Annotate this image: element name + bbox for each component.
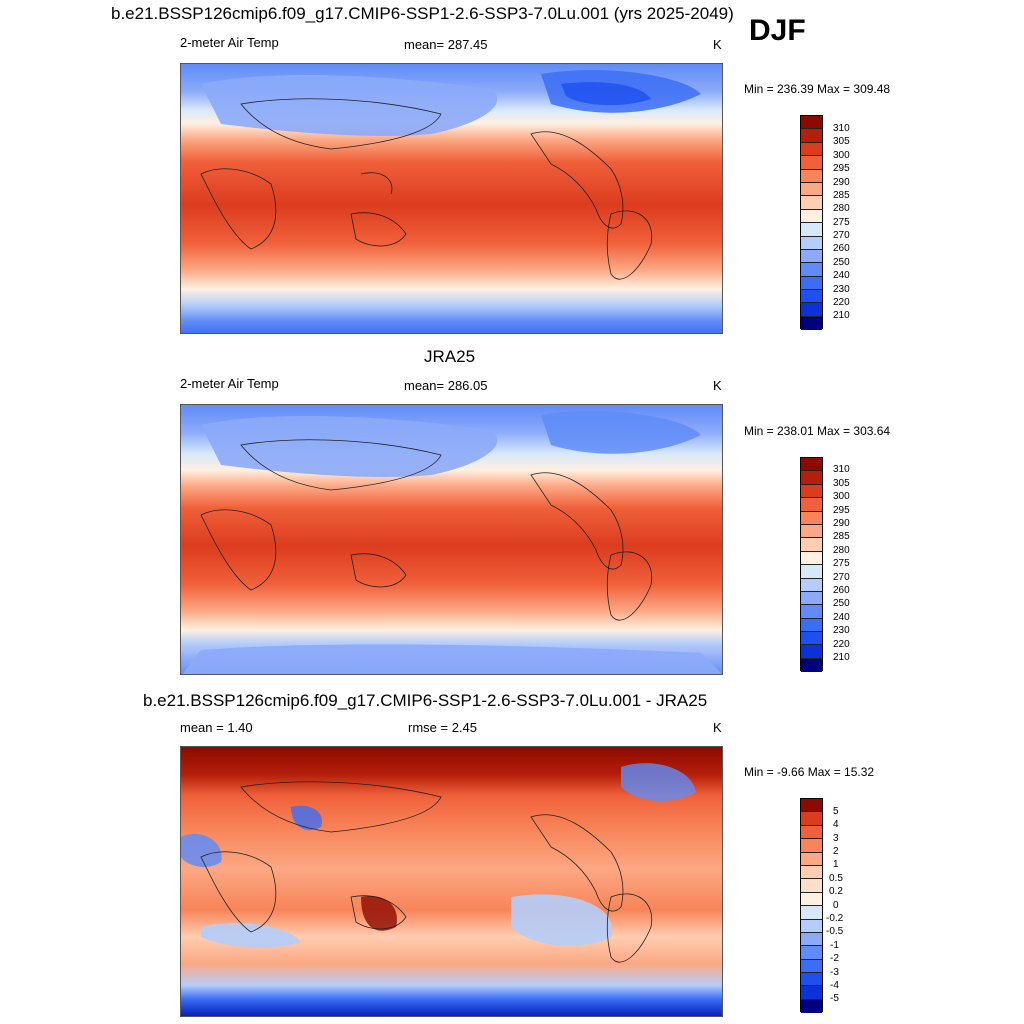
panel1-units-label: K	[713, 37, 722, 52]
panel1-tick: 230	[833, 284, 850, 295]
panel2-title: JRA25	[424, 347, 476, 366]
panel2-tick: 250	[833, 598, 850, 609]
panel1-tick: 305	[833, 136, 850, 147]
panel1-tick: 260	[833, 243, 850, 254]
panel3-colorbar	[800, 798, 823, 1014]
panel3-tick: 5	[833, 806, 839, 817]
panel1-tick: 280	[833, 203, 850, 214]
panel3-title: b.e21.BSSP126cmip6.f09_g17.CMIP6-SSP1-2.…	[143, 691, 708, 710]
panel3-tick: 4	[833, 819, 839, 830]
panel2-tick: 240	[833, 612, 850, 623]
panel3-tick: 0.5	[829, 873, 843, 884]
panel1-tick: 310	[833, 123, 850, 134]
panel2-variable-label: 2-meter Air Temp	[180, 376, 279, 391]
panel2-minmax-label: Min = 238.01 Max = 303.64	[744, 424, 891, 438]
panel3-tick: -4	[830, 980, 839, 991]
panel2-map	[180, 404, 723, 675]
panel3-tick: 3	[833, 833, 839, 844]
panel3-mean-label: mean = 1.40	[180, 720, 253, 735]
panel2-tick: 230	[833, 625, 850, 636]
panel1-tick: 300	[833, 150, 850, 161]
panel1-minmax-label: Min = 236.39 Max = 309.48	[744, 82, 891, 96]
panel3-rmse-label: rmse = 2.45	[408, 720, 478, 735]
panel1-map	[180, 63, 723, 334]
panel2-units-label: K	[713, 378, 722, 393]
panel3-tick: 1	[833, 859, 839, 870]
panel1-tick: 210	[833, 310, 850, 321]
panel2-tick: 270	[833, 572, 850, 583]
panel2-tick: 305	[833, 478, 850, 489]
panel3-tick: -5	[830, 993, 839, 1004]
panel2-tick: 310	[833, 464, 850, 475]
panel2-tick: 275	[833, 558, 850, 569]
panel1-tick: 270	[833, 230, 850, 241]
season-label: DJF	[749, 14, 806, 47]
panel2-colorbar	[800, 457, 823, 673]
panel3-tick: 0	[833, 900, 839, 911]
panel2-tick: 285	[833, 531, 850, 542]
panel3-tick: -0.5	[826, 926, 844, 937]
panel3-tick: 0.2	[829, 886, 843, 897]
panel1-tick: 290	[833, 177, 850, 188]
panel1-tick: 285	[833, 190, 850, 201]
panel2-tick: 280	[833, 545, 850, 556]
panel2-tick: 290	[833, 518, 850, 529]
panel1-tick: 275	[833, 217, 850, 228]
panel3-tick: -3	[830, 967, 839, 978]
panel1-tick: 250	[833, 257, 850, 268]
panel1-tick: 295	[833, 163, 850, 174]
panel3-minmax-label: Min = -9.66 Max = 15.32	[744, 765, 875, 779]
panel3-map	[180, 746, 723, 1017]
panel1-mean-label: mean= 287.45	[404, 37, 488, 52]
panel2-tick: 295	[833, 505, 850, 516]
panel1-tick: 240	[833, 270, 850, 281]
panel3-tick: -0.2	[826, 913, 844, 924]
panel2-tick: 260	[833, 585, 850, 596]
panel2-mean-label: mean= 286.05	[404, 378, 488, 393]
panel2-tick: 210	[833, 652, 850, 663]
panel3-tick: -2	[830, 953, 839, 964]
panel3-units-label: K	[713, 720, 722, 735]
panel3-tick: 2	[833, 846, 839, 857]
panel1-colorbar	[800, 115, 823, 331]
panel1-variable-label: 2-meter Air Temp	[180, 35, 279, 50]
panel1-tick: 220	[833, 297, 850, 308]
panel3-tick: -1	[830, 940, 839, 951]
panel2-tick: 300	[833, 491, 850, 502]
panel1-title: b.e21.BSSP126cmip6.f09_g17.CMIP6-SSP1-2.…	[111, 4, 734, 23]
panel2-tick: 220	[833, 639, 850, 650]
